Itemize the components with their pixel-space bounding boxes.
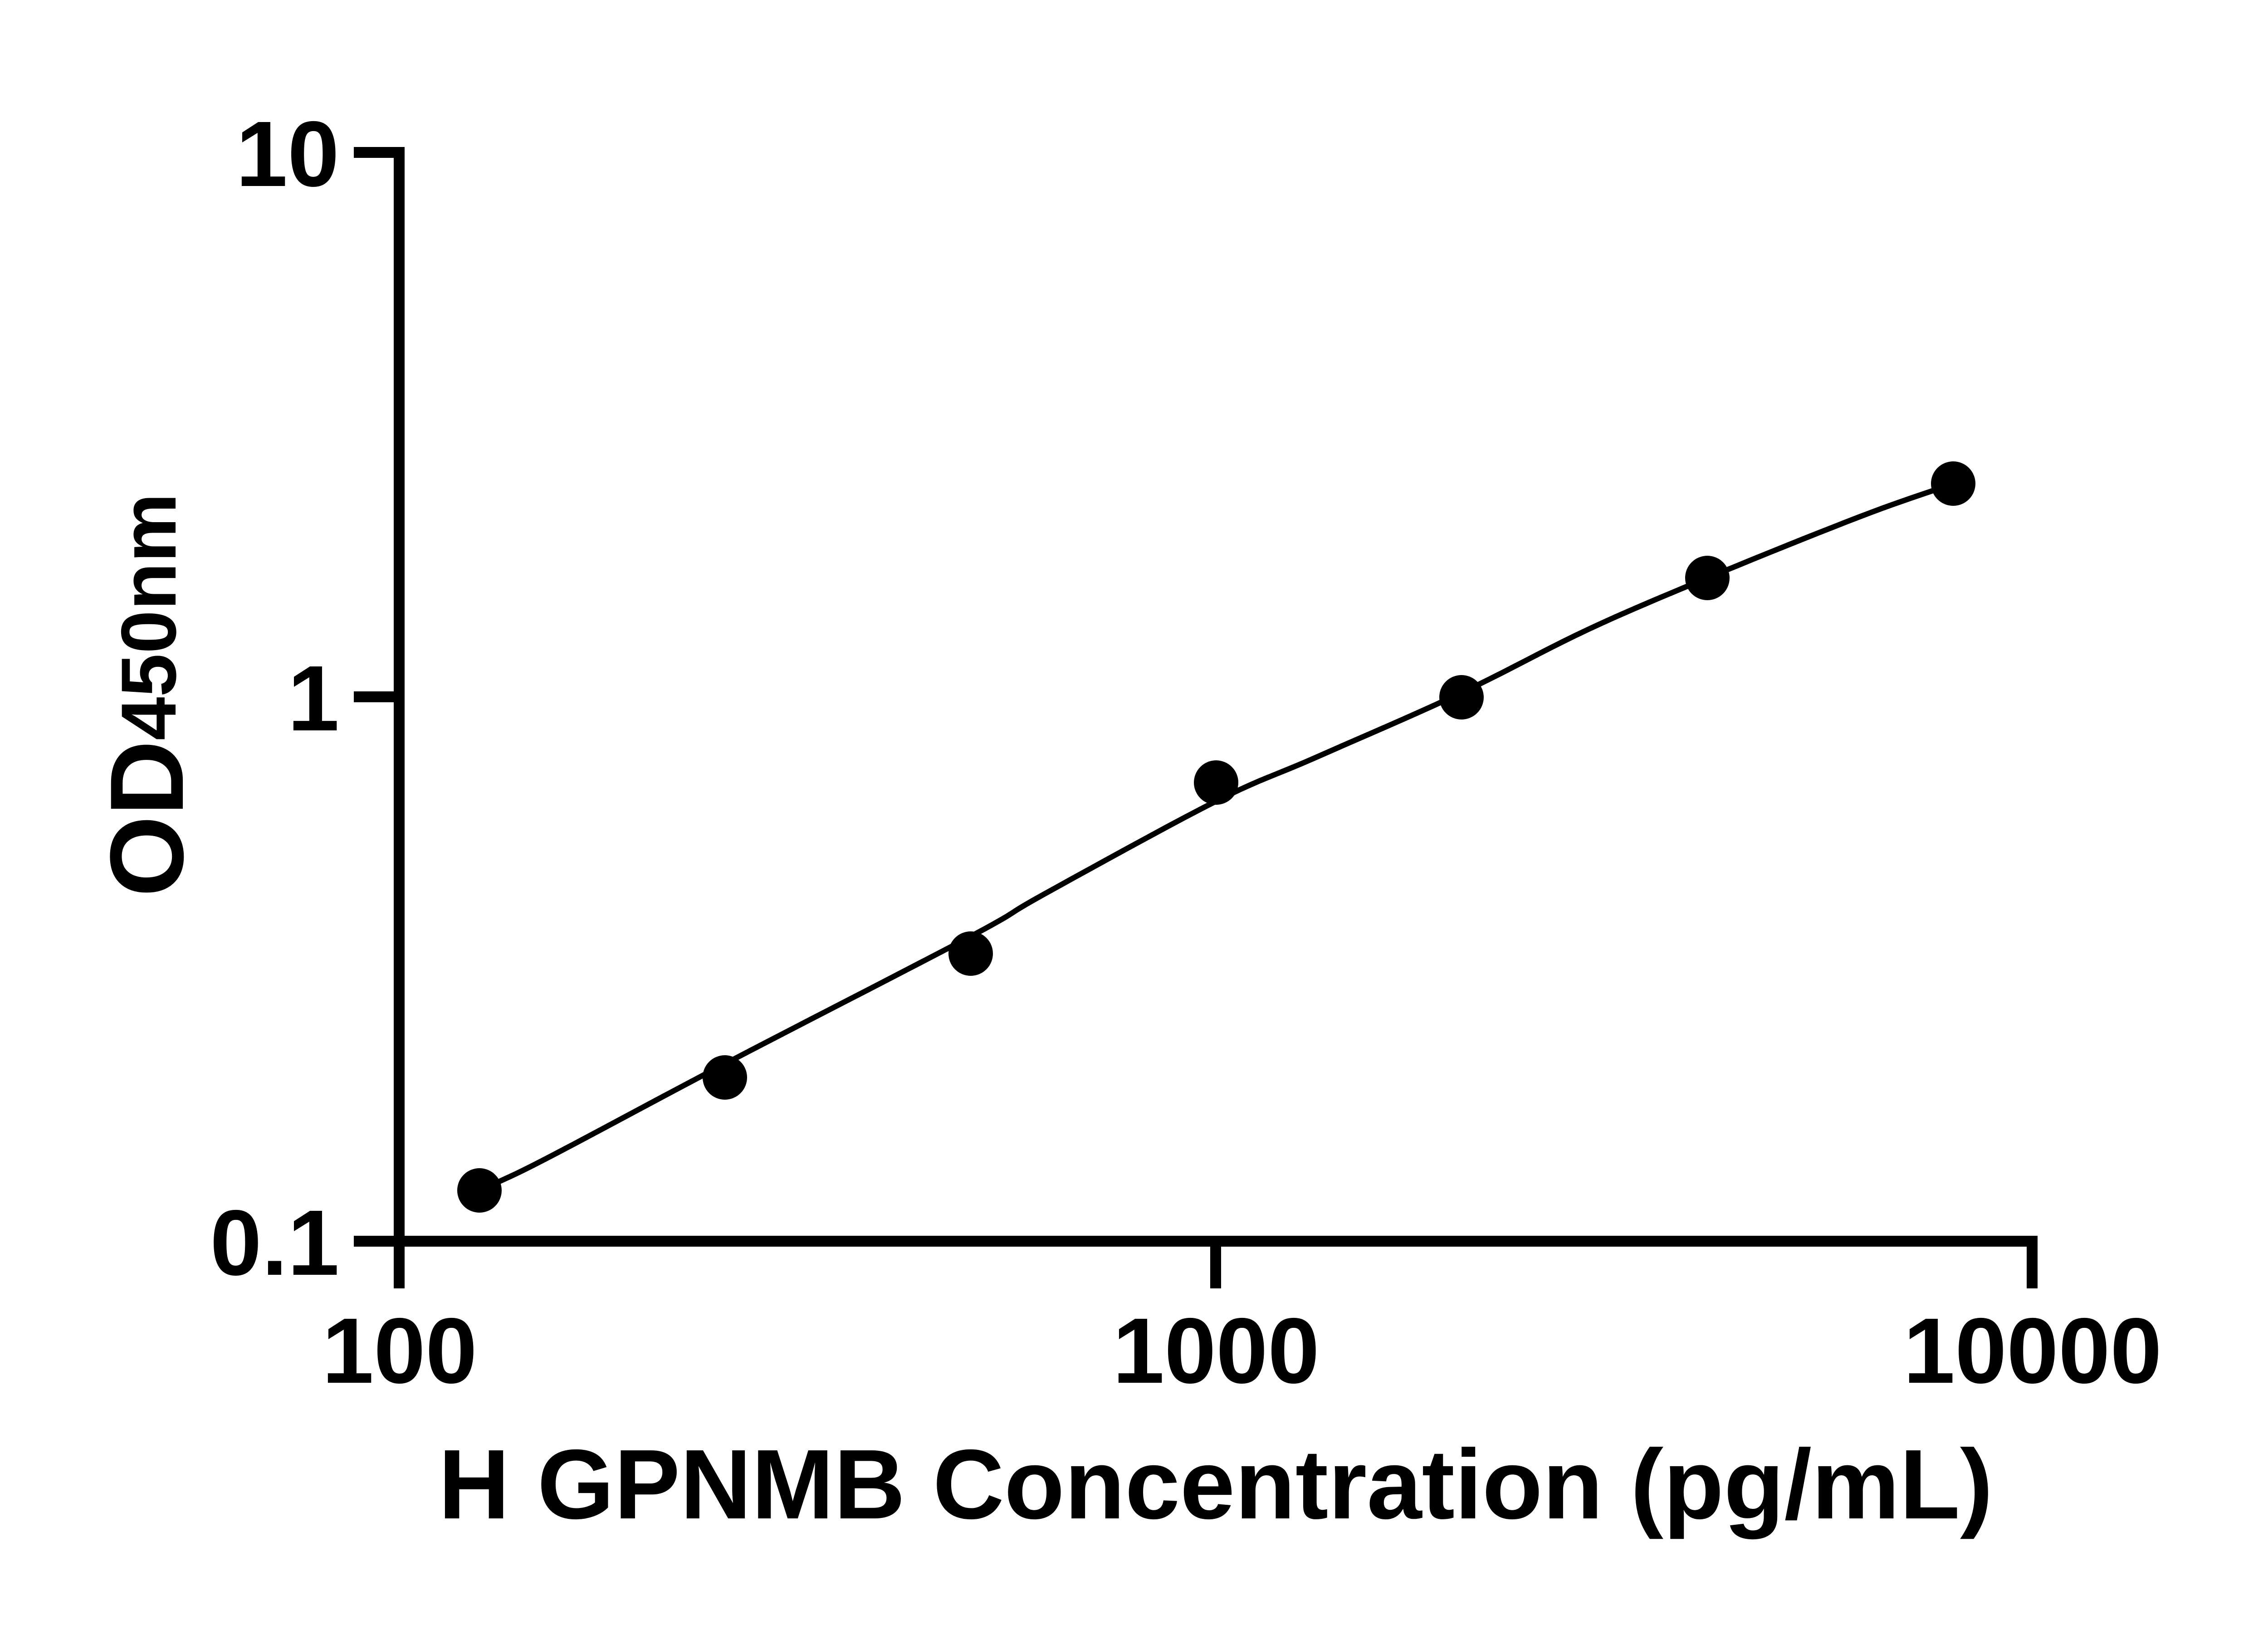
svg-text:10: 10 xyxy=(236,102,339,206)
svg-text:1: 1 xyxy=(288,646,339,750)
svg-text:100: 100 xyxy=(322,1299,477,1403)
svg-text:1000: 1000 xyxy=(1113,1299,1320,1403)
svg-text:OD450nm: OD450nm xyxy=(88,493,205,897)
svg-text:10000: 10000 xyxy=(1903,1299,2162,1403)
svg-text:H GPNMB Concentration (pg/mL): H GPNMB Concentration (pg/mL) xyxy=(438,1429,1993,1540)
svg-text:0.1: 0.1 xyxy=(210,1191,339,1295)
